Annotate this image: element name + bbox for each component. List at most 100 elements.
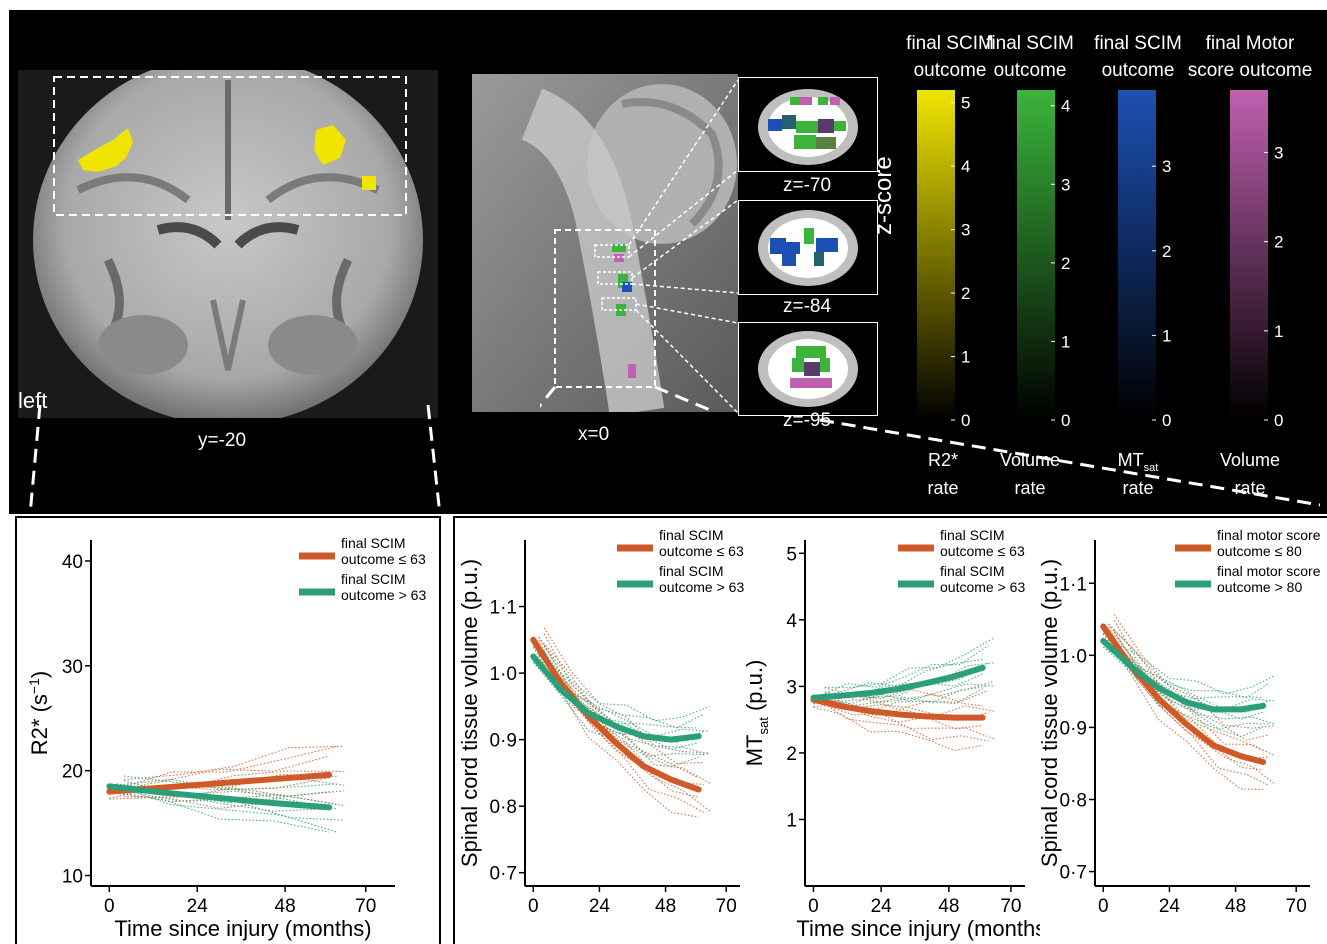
individual-trajectory xyxy=(538,653,705,743)
colorbar-title: outcome xyxy=(1102,60,1175,81)
individual-trajectory xyxy=(1102,626,1264,752)
colorbar-title: final SCIM xyxy=(906,33,994,54)
colorbar-tick: 0 xyxy=(961,411,970,430)
chart-mtsat: 0 24 48 70 1 2 3 4 5 Time since injury (months) MT… xyxy=(742,527,1040,941)
axial-label-z84: z=-84 xyxy=(783,296,832,317)
coronal-zoom-lines xyxy=(28,76,442,516)
sagittal-zoom-lines xyxy=(540,79,739,414)
colorbar-1 xyxy=(917,90,955,420)
x-tick-label: 48 xyxy=(1225,896,1246,917)
x-tick-label: 48 xyxy=(655,896,676,917)
individual-trajectory xyxy=(813,688,983,712)
series-fit-line xyxy=(530,653,702,743)
individual-trajectory xyxy=(818,699,989,742)
colorbar-tick: 1 xyxy=(1274,322,1283,341)
individual-trajectory xyxy=(1113,614,1275,729)
legend-label: final motor score xyxy=(1217,527,1321,543)
colorbar-tick: 2 xyxy=(1162,242,1171,261)
legend-label: outcome ≤ 80 xyxy=(1217,543,1302,559)
y-axis-label: R2* (s−1) xyxy=(26,671,52,755)
chart-cord-volume-scim: 0 24 48 70 0·7 0·8 0·9 1·0 1·1 Spinal cord tissue… xyxy=(457,527,744,917)
axial-slice-z84 xyxy=(738,200,878,295)
y-tick-label: 20 xyxy=(62,762,83,783)
individual-trajectory xyxy=(1102,646,1264,738)
colorbar-footer: Volume xyxy=(1000,450,1060,470)
axial-zoom-line xyxy=(819,418,1321,507)
axial-label-z95: z=-95 xyxy=(783,410,832,431)
x-tick-label: 70 xyxy=(1286,896,1307,917)
colorbar-title: final Motor xyxy=(1206,33,1295,54)
colorbar-tick: 1 xyxy=(1162,326,1171,345)
individual-trajectory xyxy=(1102,633,1264,791)
y-tick-label: 0·7 xyxy=(1060,863,1087,884)
colorbar-footer: rate xyxy=(1014,478,1045,498)
colorbar-title: final SCIM xyxy=(1094,33,1182,54)
legend-label: final SCIM xyxy=(659,563,724,579)
activation-cluster-right xyxy=(314,125,376,190)
colorbar-tick: 3 xyxy=(1061,175,1070,194)
colorbar-footer: R2* xyxy=(928,450,958,470)
individual-trajectory xyxy=(1108,623,1269,760)
y-tick-label: 40 xyxy=(62,552,83,573)
colorbar-footer: rate xyxy=(927,478,958,498)
individual-trajectory xyxy=(1108,637,1269,713)
y-tick-label: 1·0 xyxy=(490,664,517,685)
y-tick-label: 30 xyxy=(62,657,83,678)
colorbar-title: outcome xyxy=(914,60,987,81)
individual-trajectory xyxy=(1108,639,1269,730)
colorbar-tick: 2 xyxy=(1274,233,1283,252)
legend-label: final SCIM xyxy=(659,527,724,543)
x-tick-label: 70 xyxy=(1000,896,1021,917)
colorbar-tick: 0 xyxy=(1162,411,1171,430)
y-tick-label: 5 xyxy=(786,544,797,565)
colorbar-tick: 4 xyxy=(1061,97,1070,116)
y-tick-label: 0·9 xyxy=(1060,718,1087,739)
colorbar-footer: MTsat xyxy=(1118,450,1159,474)
y-tick-label: 1·1 xyxy=(1060,574,1087,595)
individual-trajectory xyxy=(116,745,337,790)
individual-trajectory xyxy=(543,645,710,722)
y-tick-label: 2 xyxy=(786,744,797,765)
individual-trajectory xyxy=(543,633,710,784)
x-tick-label: 24 xyxy=(1159,896,1181,917)
x-tick-label: 0 xyxy=(808,896,819,917)
x-tick-label: 24 xyxy=(187,896,209,917)
x-axis-label: Time since injury (months) xyxy=(796,916,1040,941)
colorbar-tick: 1 xyxy=(961,348,970,367)
series-fit-line xyxy=(1100,637,1267,713)
y-tick-label: 4 xyxy=(786,611,797,632)
individual-trajectory xyxy=(116,785,337,833)
series-fit-line xyxy=(810,696,986,721)
individual-trajectory xyxy=(532,662,699,750)
individual-trajectory xyxy=(1113,634,1275,710)
axial-label-z70: z=-70 xyxy=(783,175,832,196)
individual-trajectory xyxy=(1108,626,1269,786)
colorbar-3 xyxy=(1118,90,1156,420)
individual-trajectory xyxy=(538,654,705,729)
y-tick-label: 1·0 xyxy=(1060,646,1087,667)
legend-label: outcome > 63 xyxy=(341,587,426,603)
colorbar-tick: 3 xyxy=(961,221,970,240)
individual-trajectory xyxy=(123,790,344,821)
colorbar-title: outcome xyxy=(994,60,1067,81)
individual-trajectory xyxy=(1113,630,1275,695)
y-tick-label: 1·1 xyxy=(490,598,517,619)
legend-label: outcome > 80 xyxy=(1217,579,1302,595)
axial-slice-z95 xyxy=(738,322,878,416)
colorbar-tick: 0 xyxy=(1274,411,1283,430)
series-fit-line xyxy=(106,783,333,811)
x-tick-label: 0 xyxy=(1098,896,1109,917)
y-axis-label: Spinal cord tissue volume (p.u.) xyxy=(457,559,482,867)
x-tick-label: 24 xyxy=(871,896,893,917)
legend-label: outcome > 63 xyxy=(940,579,1025,595)
individual-trajectory xyxy=(538,655,705,757)
y-tick-label: 0·9 xyxy=(490,731,517,752)
plot-frame-r2star xyxy=(15,516,441,944)
y-tick-label: 0·8 xyxy=(490,797,517,818)
x-tick-label: 0 xyxy=(528,896,539,917)
individual-trajectory xyxy=(813,658,983,699)
x-tick-label: 70 xyxy=(716,896,737,917)
y-axis-label: MTsat (p.u.) xyxy=(742,660,771,767)
legend-label: final SCIM xyxy=(940,563,1005,579)
